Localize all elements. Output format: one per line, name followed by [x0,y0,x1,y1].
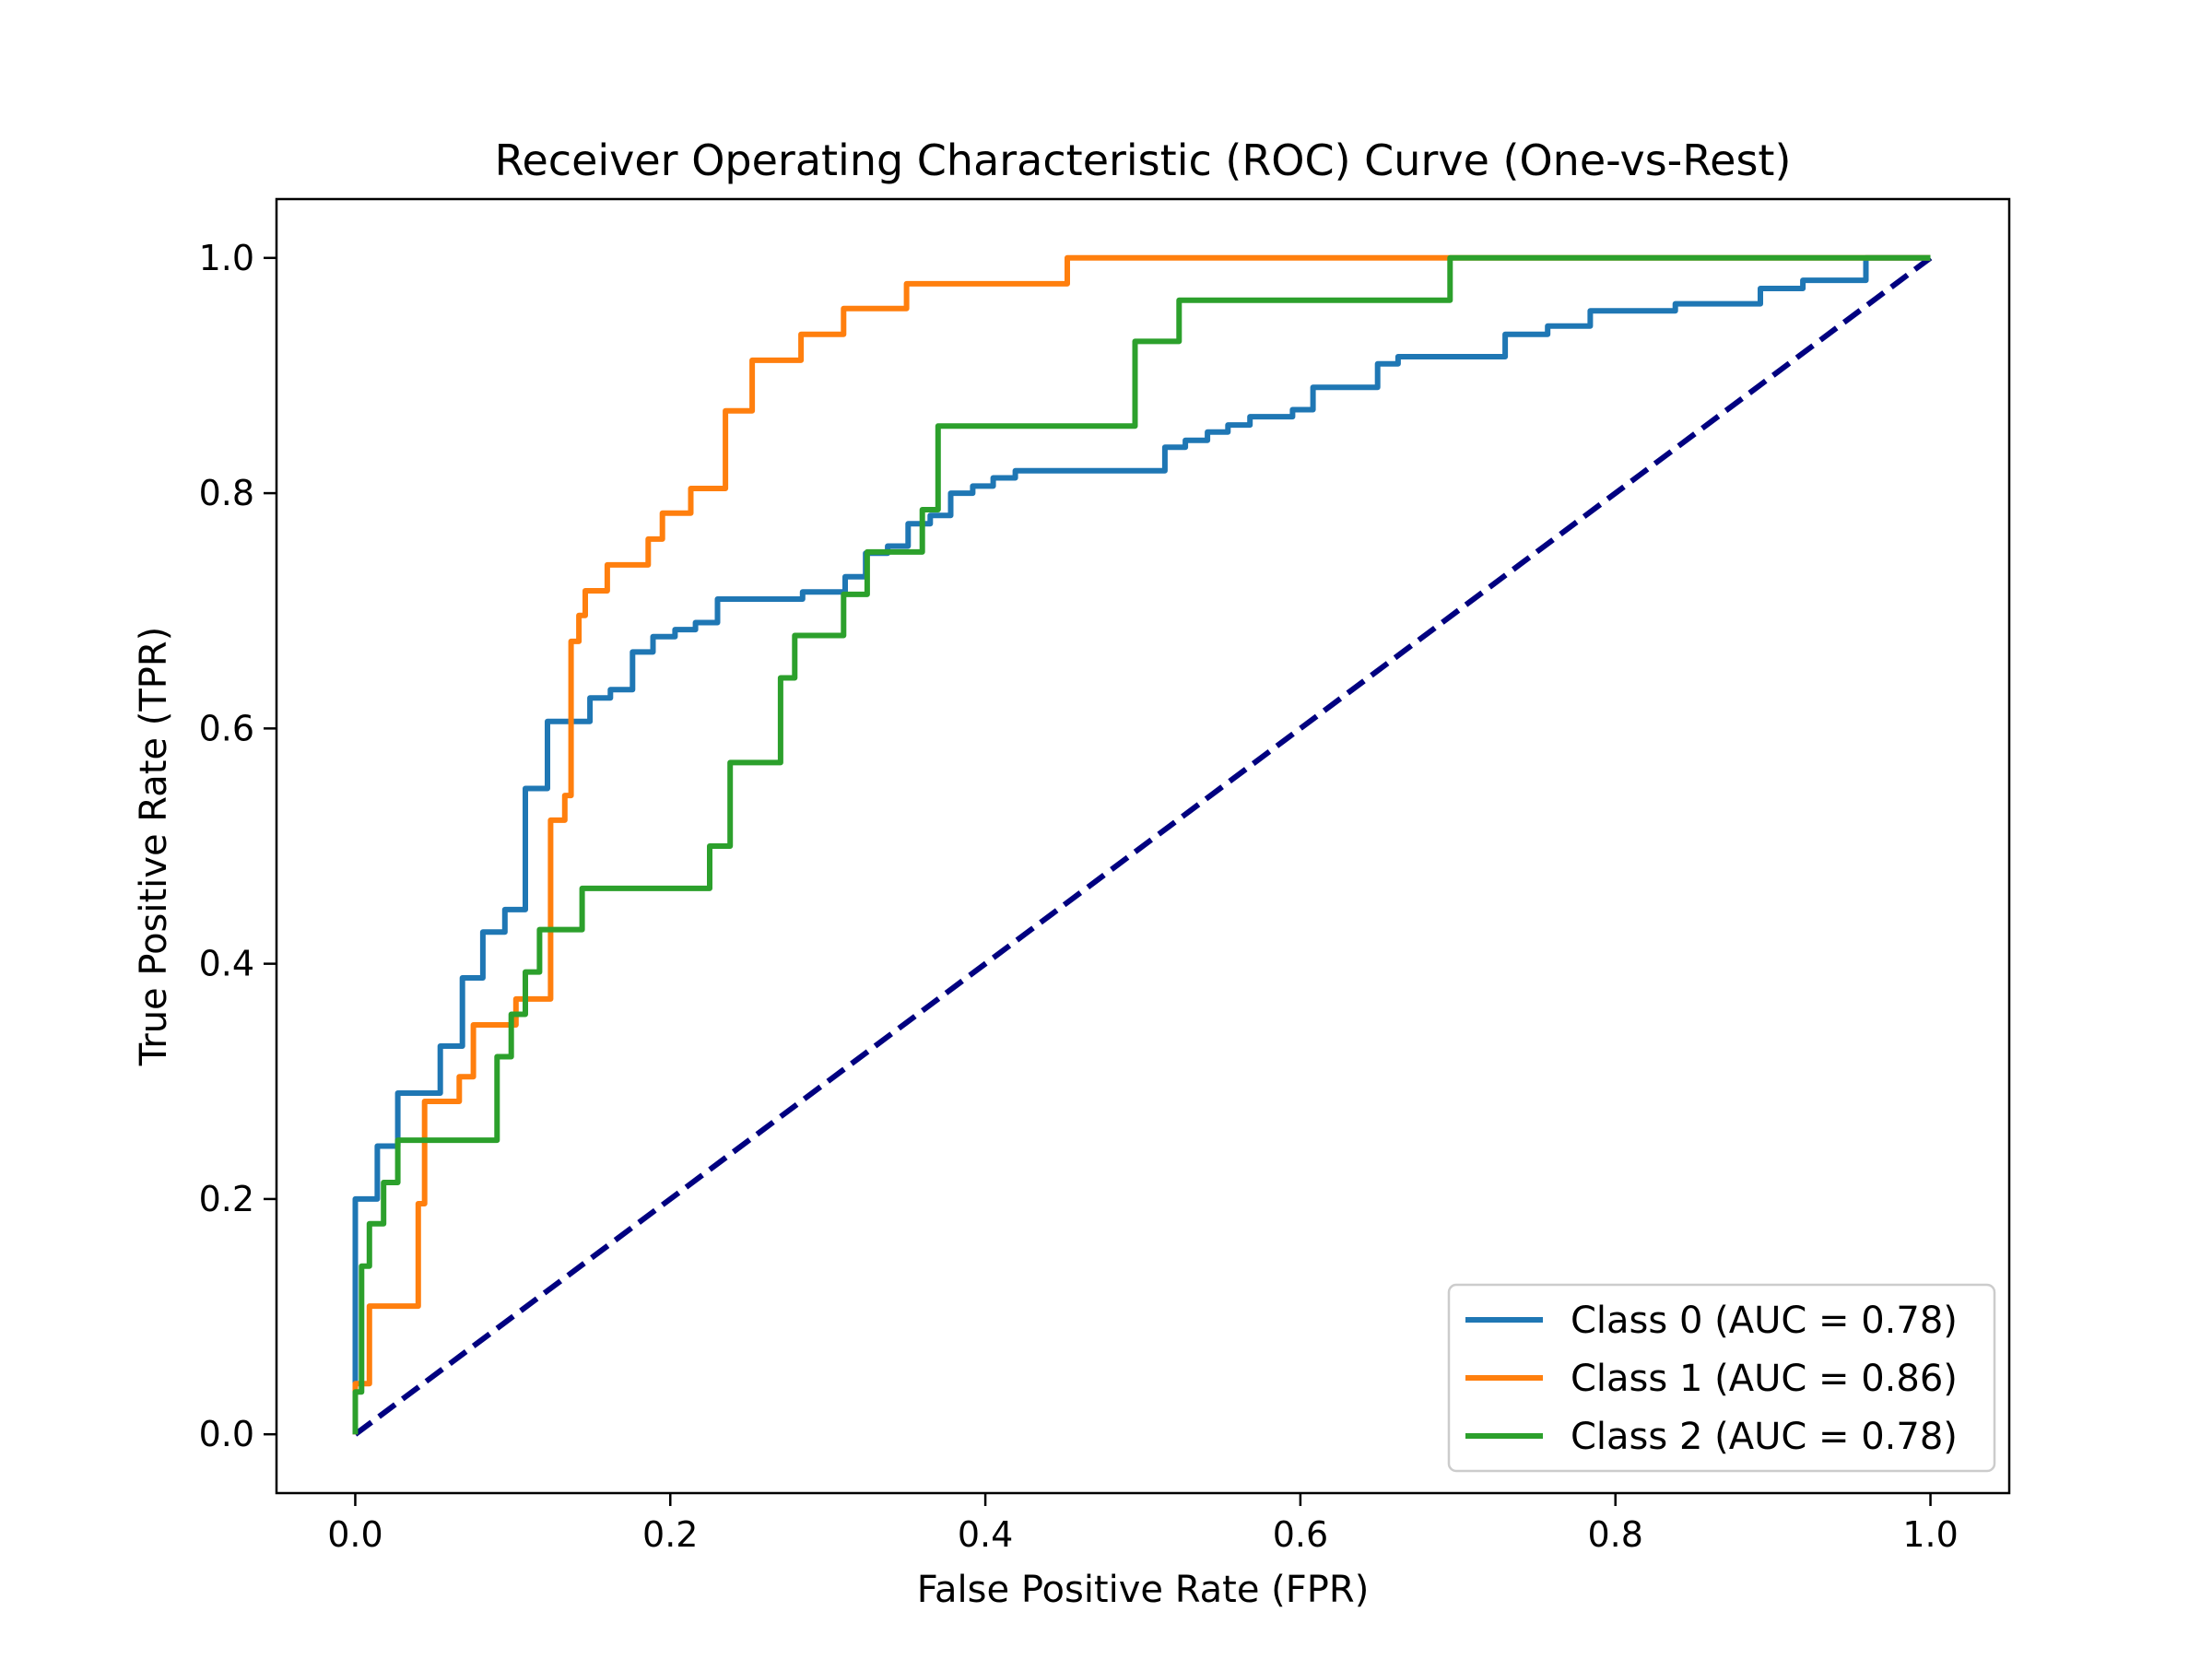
legend-label-class-0: Class 0 (AUC = 0.78) [1571,1300,1958,1342]
y-tick-label: 0.4 [199,944,254,984]
roc-curve-class-0 [352,254,1931,1435]
legend-label-class-1: Class 1 (AUC = 0.86) [1571,1358,1958,1400]
x-tick-label: 0.0 [327,1514,382,1555]
legend: Class 0 (AUC = 0.78) Class 1 (AUC = 0.86… [1447,1283,1996,1473]
legend-label-class-2: Class 2 (AUC = 0.78) [1571,1416,1958,1458]
y-axis-ticks: 0.0 0.2 0.4 0.6 0.8 1.0 [199,238,276,1454]
x-axis-label: False Positive Rate (FPR) [917,1569,1370,1611]
x-tick-label: 1.0 [1902,1514,1958,1555]
x-axis-ticks: 0.0 0.2 0.4 0.6 0.8 1.0 [327,1493,1959,1555]
roc-curve-class-1 [352,254,1931,1435]
plot-frame [275,197,2011,1495]
y-tick-label: 0.8 [199,473,254,513]
roc-curve-class-2 [352,254,1931,1435]
x-tick-label: 0.2 [642,1514,698,1555]
x-tick-label: 0.4 [958,1514,1013,1555]
y-tick-label: 0.2 [199,1179,254,1219]
y-tick-label: 1.0 [199,238,254,278]
chance-diagonal-line [353,255,1933,1437]
legend-box [1447,1283,1996,1473]
y-axis-label: True Positive Rate (TPR) [133,627,175,1067]
x-tick-label: 0.8 [1588,1514,1643,1555]
x-tick-label: 0.6 [1273,1514,1328,1555]
y-tick-label: 0.6 [199,708,254,748]
y-tick-label: 0.0 [199,1414,254,1454]
plot-lines [352,254,1933,1437]
chart-title: Receiver Operating Characteristic (ROC) … [495,135,1792,185]
